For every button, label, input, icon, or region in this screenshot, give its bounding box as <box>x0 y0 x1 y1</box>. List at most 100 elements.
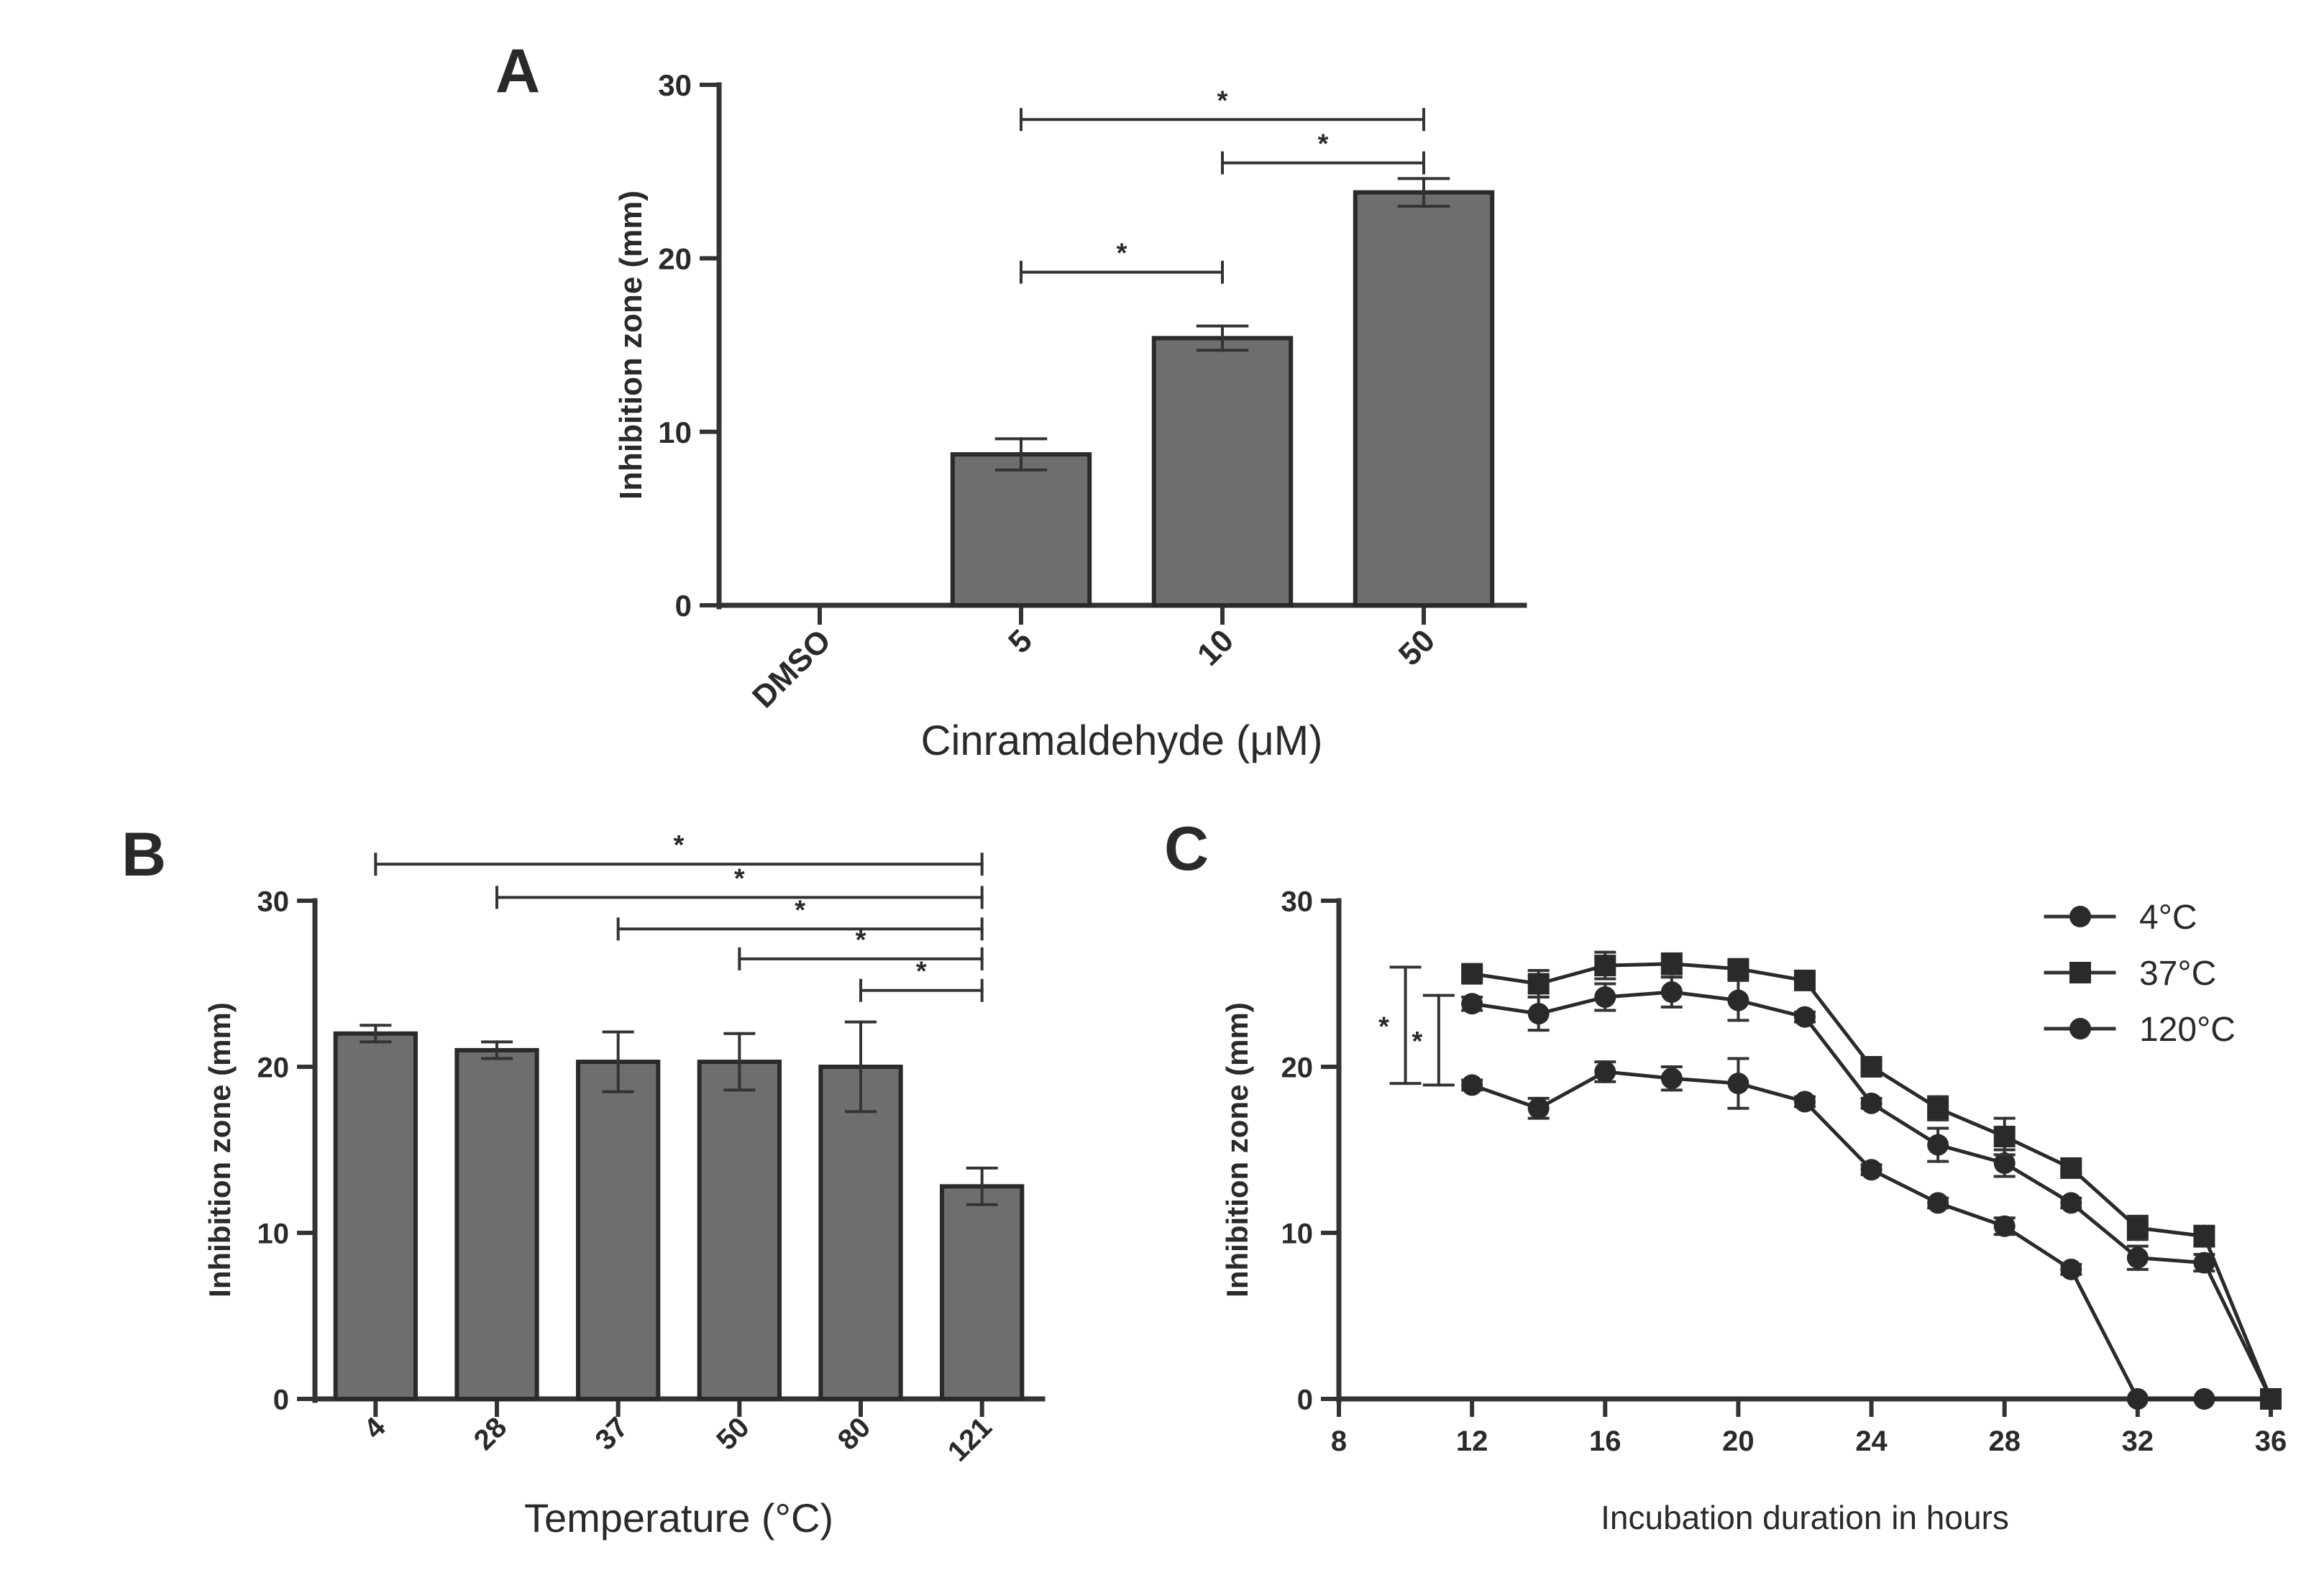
panel-a: A 0 10 20 30 Inhibition zone (mm) DMSO 5 10 50 Cin… <box>495 37 1527 764</box>
data-point <box>1927 1134 1949 1156</box>
data-point <box>2193 1252 2215 1274</box>
x-tick-label: 28 <box>468 1411 513 1456</box>
significance-star: * <box>1318 129 1329 160</box>
x-tick-label: 12 <box>1456 1426 1488 1457</box>
significance-star: * <box>1378 1011 1389 1042</box>
x-tick-label: 5 <box>1002 623 1039 660</box>
y-tick-label: 30 <box>257 886 290 917</box>
data-point <box>2260 1388 2282 1410</box>
data-point <box>1927 1192 1949 1214</box>
panel-label: C <box>1164 814 1209 883</box>
bar <box>454 1047 539 1402</box>
y-tick-label: 10 <box>1281 1218 1314 1249</box>
x-tick-label: 20 <box>1722 1426 1755 1457</box>
y-tick-label: 30 <box>658 68 692 102</box>
data-point <box>2193 1225 2215 1247</box>
data-point <box>2193 1388 2215 1410</box>
data-point <box>1860 1056 1882 1078</box>
x-axis-label: Temperature (°C) <box>524 1495 833 1541</box>
significance-star: * <box>1412 1027 1422 1057</box>
x-tick-label: 8 <box>1331 1426 1347 1457</box>
data-point <box>1727 958 1749 980</box>
data-point <box>1527 1097 1550 1119</box>
x-tick-label: 121 <box>942 1411 998 1467</box>
y-tick-label: 20 <box>1281 1052 1314 1083</box>
y-tick-label: 0 <box>273 1384 289 1415</box>
data-point <box>1660 1068 1683 1090</box>
data-point <box>1927 1097 1949 1119</box>
data-point <box>1527 973 1550 995</box>
bar <box>940 1184 1025 1401</box>
x-tick-label: 80 <box>832 1411 877 1456</box>
data-point <box>1794 1006 1816 1028</box>
y-tick-label: 10 <box>658 416 692 449</box>
data-point <box>1660 981 1683 1004</box>
significance-star: * <box>916 957 927 987</box>
x-tick-label: 10 <box>1191 623 1240 672</box>
significance-star: * <box>795 895 805 925</box>
y-tick-label: 0 <box>1297 1384 1313 1415</box>
series-line <box>1471 1070 2271 1401</box>
panel-label: B <box>122 820 166 889</box>
x-axis-label: Incubation duration in hours <box>1601 1499 2009 1536</box>
bar <box>1353 190 1495 608</box>
significance-star: * <box>1117 239 1127 269</box>
data-point <box>1594 955 1616 977</box>
legend-label: 120°C <box>2139 1011 2236 1049</box>
panel-label: A <box>495 37 540 106</box>
data-point <box>1594 986 1616 1008</box>
data-point <box>1860 1159 1882 1181</box>
bar <box>333 1031 418 1402</box>
data-point <box>1993 1126 2016 1148</box>
data-point <box>1461 1074 1483 1096</box>
legend-label: 37°C <box>2139 955 2216 993</box>
y-axis-label: Inhibition zone (mm) <box>613 190 649 500</box>
data-point <box>1794 969 1816 991</box>
significance-star: * <box>1217 86 1228 116</box>
legend-marker <box>2069 962 2091 983</box>
data-point <box>2060 1192 2082 1214</box>
bar <box>950 452 1092 607</box>
data-point <box>2060 1157 2082 1179</box>
data-point <box>1461 993 1483 1015</box>
data-point <box>1993 1215 2016 1237</box>
y-tick-label: 20 <box>658 242 692 275</box>
panel-c: C 0 10 20 30 Inhibition zone (mm) 8 12 16 20 24 28 3… <box>1164 814 2287 1536</box>
x-axis-label: Cinramaldehyde (μM) <box>921 717 1323 764</box>
data-point <box>1660 952 1683 975</box>
data-point <box>1993 1152 2016 1174</box>
significance-star: * <box>856 925 866 955</box>
data-point <box>1860 1092 1882 1114</box>
data-point <box>2126 1388 2149 1410</box>
x-tick-label: 32 <box>2122 1426 2154 1457</box>
data-point <box>1461 963 1483 985</box>
legend-label: 4°C <box>2139 899 2197 937</box>
data-point <box>1727 1073 1749 1095</box>
significance-star: * <box>674 830 685 860</box>
y-tick-label: 10 <box>257 1218 290 1249</box>
x-tick-label: DMSO <box>746 623 838 715</box>
data-point <box>2060 1258 2082 1280</box>
y-tick-label: 30 <box>1281 886 1314 917</box>
legend-marker <box>2069 906 2091 927</box>
legend-marker <box>2069 1018 2091 1039</box>
y-tick-label: 0 <box>675 589 692 623</box>
bar <box>1151 336 1294 607</box>
bar <box>697 1060 782 1401</box>
significance-star: * <box>734 863 745 894</box>
data-point <box>2126 1217 2149 1239</box>
x-tick-label: 50 <box>1392 623 1442 672</box>
data-point <box>1794 1091 1816 1113</box>
bar <box>576 1060 661 1401</box>
y-axis-label: Inhibition zone (mm) <box>203 1002 237 1298</box>
x-tick-label: 50 <box>710 1411 756 1456</box>
x-tick-label: 36 <box>2255 1426 2287 1457</box>
x-tick-label: 37 <box>589 1411 634 1456</box>
series-line <box>1471 990 2273 1400</box>
data-point <box>1594 1060 1616 1083</box>
data-point <box>1727 989 1749 1011</box>
y-axis-label: Inhibition zone (mm) <box>1220 1002 1254 1298</box>
x-tick-label: 16 <box>1589 1426 1621 1457</box>
